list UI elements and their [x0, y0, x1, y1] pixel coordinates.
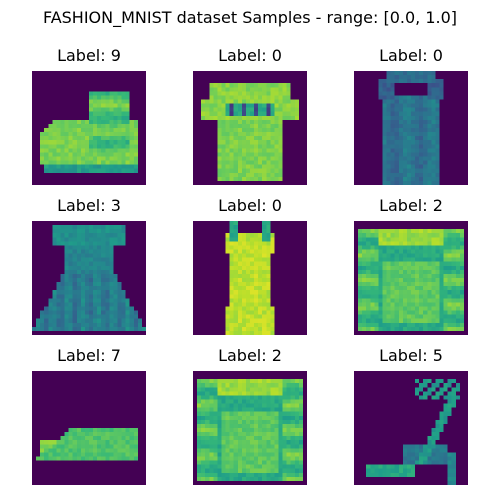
sneaker-image [32, 371, 146, 485]
sample-label: Label: 0 [218, 46, 282, 65]
sample-5: Label: 0 [193, 196, 307, 335]
sample-3: Label: 0 [354, 46, 468, 185]
figure-title: FASHION_MNIST dataset Samples - range: [… [42, 8, 458, 27]
sample-label: Label: 0 [218, 196, 282, 215]
sample-4: Label: 3 [32, 196, 146, 335]
tank-top-image [354, 71, 468, 185]
sample-9: Label: 5 [354, 346, 468, 485]
t-shirt-image [193, 71, 307, 185]
sample-1: Label: 9 [32, 46, 146, 185]
sample-8: Label: 2 [193, 346, 307, 485]
sample-7: Label: 7 [32, 346, 146, 485]
pullover-image [193, 371, 307, 485]
sample-2: Label: 0 [193, 46, 307, 185]
pullover-image [354, 221, 468, 335]
top-image [193, 221, 307, 335]
sample-label: Label: 9 [57, 46, 121, 65]
ankle-boot-image [32, 71, 146, 185]
sandal-image [354, 371, 468, 485]
sample-label: Label: 2 [379, 196, 443, 215]
sample-label: Label: 0 [379, 46, 443, 65]
sample-6: Label: 2 [354, 196, 468, 335]
sample-label: Label: 7 [57, 346, 121, 365]
sample-label: Label: 5 [379, 346, 443, 365]
sample-label: Label: 3 [57, 196, 121, 215]
dress-image [32, 221, 146, 335]
sample-label: Label: 2 [218, 346, 282, 365]
